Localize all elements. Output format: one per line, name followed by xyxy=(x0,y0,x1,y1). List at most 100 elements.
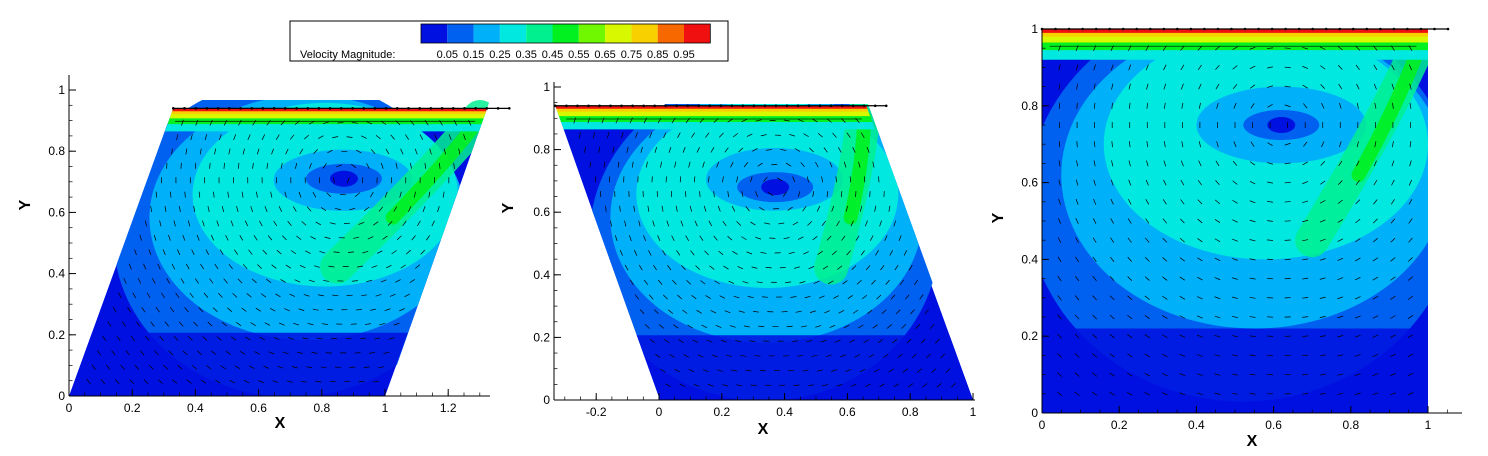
vortex-core xyxy=(761,179,790,196)
vector-arrow xyxy=(1162,315,1168,319)
vector-arrow xyxy=(802,369,809,372)
lid-vector xyxy=(686,104,690,108)
vector-arrow xyxy=(738,147,744,153)
lid-vector xyxy=(1230,27,1233,31)
vector-arrow xyxy=(633,250,638,256)
vector-arrow xyxy=(619,249,623,256)
vector-arrow xyxy=(393,322,400,326)
vector-arrow xyxy=(1302,297,1309,299)
vector-arrow xyxy=(807,221,813,226)
vector-arrow xyxy=(850,383,857,387)
lid-vector xyxy=(373,107,377,110)
vector-arrow xyxy=(120,364,125,370)
vector-arrow xyxy=(1337,199,1343,204)
vector-arrow xyxy=(621,132,624,139)
vector-arrow xyxy=(826,191,829,198)
vector-arrow xyxy=(294,279,301,283)
vector-arrow xyxy=(210,234,215,241)
vector-arrow xyxy=(626,146,629,153)
vector-arrow xyxy=(189,292,194,298)
vector-arrow xyxy=(232,293,238,298)
lid-vector xyxy=(1284,27,1287,31)
vector-arrow xyxy=(629,235,632,242)
vector-arrow xyxy=(253,235,258,241)
vector-arrow xyxy=(195,119,199,126)
vector-arrow xyxy=(1302,219,1309,223)
vector-arrow xyxy=(885,279,890,285)
vector-arrow xyxy=(876,294,882,300)
vector-arrow xyxy=(1214,315,1221,319)
lid-vector xyxy=(1094,27,1098,31)
vector-arrow xyxy=(849,339,855,343)
vector-arrow xyxy=(1091,391,1098,396)
vector-arrow xyxy=(843,161,847,168)
lid-vector xyxy=(884,104,888,108)
lid-vector xyxy=(1433,27,1436,31)
vector-arrow xyxy=(164,206,167,213)
vector-arrow xyxy=(243,380,250,384)
x-axis-title: X xyxy=(1247,433,1258,450)
vector-arrow xyxy=(219,249,224,255)
vector-arrow xyxy=(121,321,126,327)
vector-arrow xyxy=(1267,162,1274,165)
vector-arrow xyxy=(1179,334,1186,338)
vector-arrow xyxy=(1392,102,1394,109)
lid-vector xyxy=(708,104,712,108)
vector-arrow xyxy=(134,249,137,256)
vector-arrow xyxy=(216,220,220,227)
vector-arrow xyxy=(1093,102,1096,109)
y-tick-label: 0.2 xyxy=(1021,329,1038,343)
vector-arrow xyxy=(606,132,610,139)
vector-arrow xyxy=(1249,65,1256,70)
vector-arrow xyxy=(328,265,335,268)
vector-arrow xyxy=(672,279,677,285)
vector-arrow xyxy=(639,309,645,315)
vector-arrow xyxy=(1321,141,1325,148)
vector-arrow xyxy=(1127,334,1133,339)
vector-arrow xyxy=(1146,141,1149,148)
vector-arrow xyxy=(1128,64,1132,71)
vector-arrow xyxy=(710,310,717,314)
vector-arrow xyxy=(111,350,116,356)
vector-arrow xyxy=(229,379,236,384)
vector-arrow xyxy=(892,339,898,344)
vector-arrow xyxy=(680,220,684,227)
vector-arrow xyxy=(881,309,887,314)
lid-vector xyxy=(485,107,489,110)
vector-arrow xyxy=(431,220,435,227)
vector-arrow xyxy=(395,279,401,283)
vector-arrow xyxy=(683,354,690,358)
vector-arrow xyxy=(375,134,381,140)
vector-arrow xyxy=(116,335,121,342)
vector-arrow xyxy=(139,350,145,356)
vector-arrow xyxy=(266,278,272,284)
vector-arrow xyxy=(1354,373,1361,376)
y-tick-label: 0.8 xyxy=(48,144,65,158)
vector-arrow xyxy=(1129,141,1131,148)
vector-arrow xyxy=(184,307,189,313)
vector-arrow xyxy=(386,264,392,269)
vector-arrow xyxy=(239,235,244,241)
vector-arrow xyxy=(821,176,823,183)
vector-arrow xyxy=(1372,296,1379,300)
vector-arrow xyxy=(1197,64,1202,71)
contour-field xyxy=(555,104,973,400)
vector-arrow xyxy=(448,134,452,141)
vector-arrow xyxy=(869,235,874,241)
vector-arrow xyxy=(1319,258,1326,261)
vector-arrow xyxy=(1232,238,1238,242)
vector-arrow xyxy=(733,295,740,299)
vector-arrow xyxy=(1092,256,1097,263)
vector-arrow xyxy=(316,337,323,340)
vector-arrow xyxy=(1373,83,1377,90)
vector-arrow xyxy=(1372,257,1379,262)
vector-arrow xyxy=(290,250,297,255)
vector-arrow xyxy=(327,309,334,311)
vector-arrow xyxy=(1162,237,1168,243)
vector-arrow xyxy=(1179,392,1186,396)
vector-arrow xyxy=(1249,239,1256,242)
vector-arrow xyxy=(380,162,384,169)
vector-arrow xyxy=(1216,141,1219,148)
vector-arrow xyxy=(643,235,647,242)
vector-arrow xyxy=(115,379,120,385)
